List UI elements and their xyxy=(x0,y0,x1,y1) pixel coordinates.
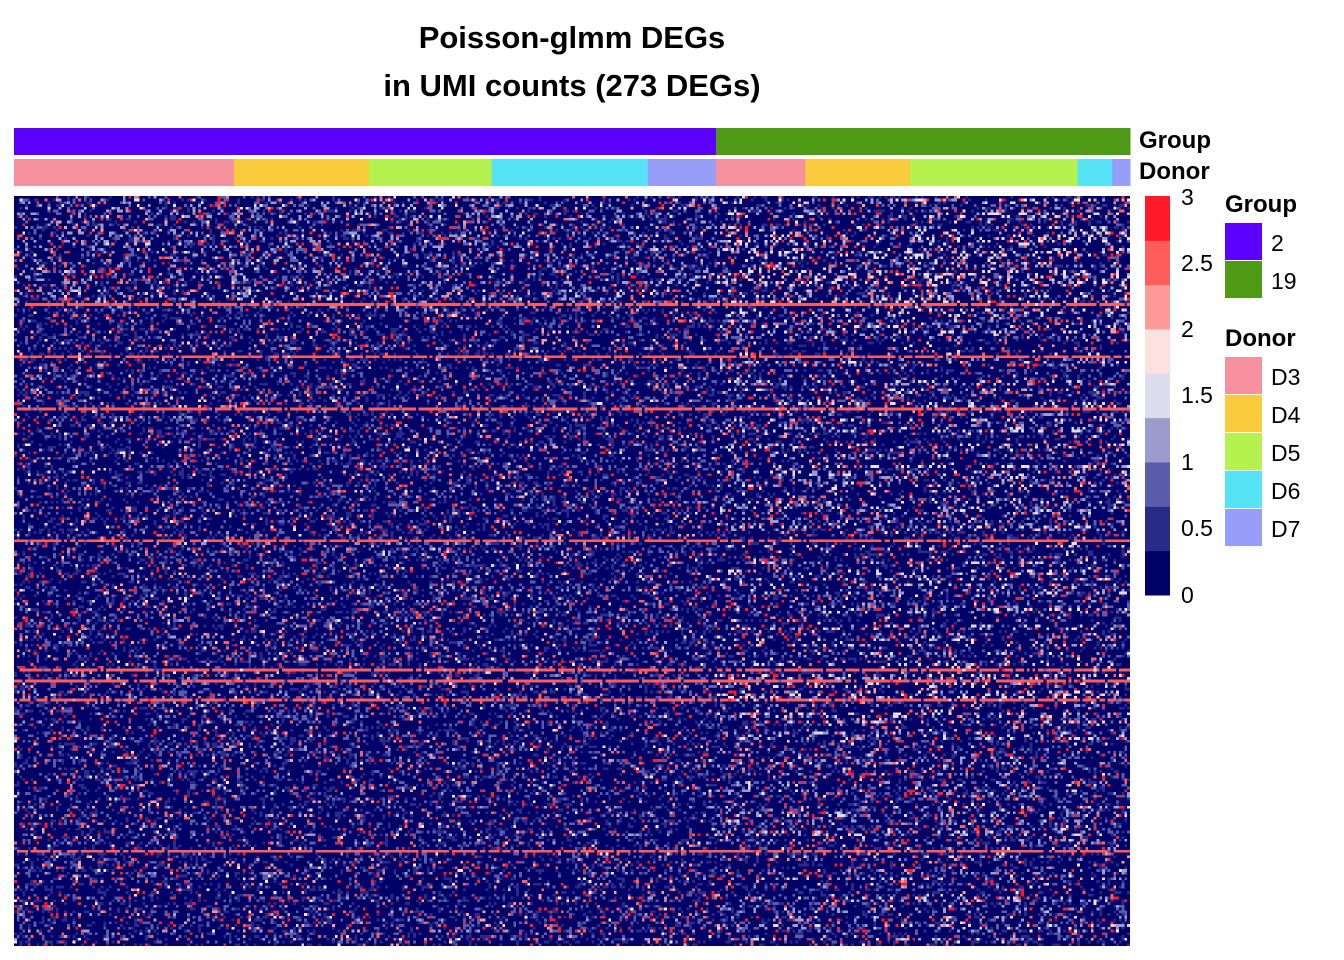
donor-legend-label: D7 xyxy=(1271,516,1301,542)
donor-annotation-segment xyxy=(805,159,911,186)
scale-tick-label: 0 xyxy=(1181,582,1194,608)
donor-legend-swatch xyxy=(1225,509,1262,546)
color-scale-bin xyxy=(1145,196,1170,241)
group-legend-label: 2 xyxy=(1271,230,1284,256)
scale-tick-label: 3 xyxy=(1181,184,1194,210)
color-scale-bin xyxy=(1145,506,1170,552)
chart-title: Poisson-glmm DEGs in UMI counts (273 DEG… xyxy=(12,14,1132,110)
group-annotation-segment xyxy=(715,128,1131,155)
group-annotation-segment xyxy=(14,128,717,155)
group-legend-swatch xyxy=(1225,261,1262,298)
scale-tick-label: 0.5 xyxy=(1181,515,1213,541)
group-annotation-label: Group xyxy=(1139,127,1211,154)
donor-legend-swatch xyxy=(1225,471,1262,508)
color-scale-bin xyxy=(1145,329,1170,374)
donor-annotation-segment xyxy=(233,159,370,186)
color-scale-bin xyxy=(1145,417,1170,463)
donor-legend-swatch xyxy=(1225,357,1262,394)
color-scale-bin xyxy=(1145,284,1170,330)
donor-annotation-segment xyxy=(715,159,806,186)
heatmap-cells xyxy=(14,196,1130,946)
donor-legend-label: D4 xyxy=(1271,402,1301,428)
donor-annotation-segment xyxy=(647,159,717,186)
donor-legend-label: D5 xyxy=(1271,440,1301,466)
donor-legend-swatch xyxy=(1225,395,1262,432)
scale-tick-label: 1.5 xyxy=(1181,382,1213,408)
group-legend-swatch xyxy=(1225,223,1262,260)
color-scale-bin xyxy=(1145,462,1170,507)
donor-annotation-segment xyxy=(491,159,649,186)
scale-tick-label: 1 xyxy=(1181,449,1194,475)
title-line-2: in UMI counts (273 DEGs) xyxy=(383,68,761,103)
donor-annotation-label: Donor xyxy=(1139,158,1210,185)
color-scale-bin xyxy=(1145,550,1170,596)
donor-annotation-segment xyxy=(1112,159,1131,186)
color-scale-bin xyxy=(1145,373,1170,419)
donor-legend-label: D6 xyxy=(1271,478,1301,504)
donor-legend-swatch xyxy=(1225,433,1262,470)
scale-tick-label: 2.5 xyxy=(1181,250,1213,276)
donor-annotation-segment xyxy=(1077,159,1113,186)
donor-legend-title: Donor xyxy=(1225,325,1296,352)
title-line-1: Poisson-glmm DEGs xyxy=(418,20,726,55)
donor-annotation-segment xyxy=(910,159,1079,186)
group-legend-title: Group xyxy=(1225,191,1297,218)
donor-annotation-segment xyxy=(368,159,493,186)
group-legend-label: 19 xyxy=(1271,268,1297,294)
color-scale-bin xyxy=(1145,240,1170,286)
donor-legend-label: D3 xyxy=(1271,364,1301,390)
donor-annotation-segment xyxy=(14,159,235,186)
scale-tick-label: 2 xyxy=(1181,316,1194,342)
